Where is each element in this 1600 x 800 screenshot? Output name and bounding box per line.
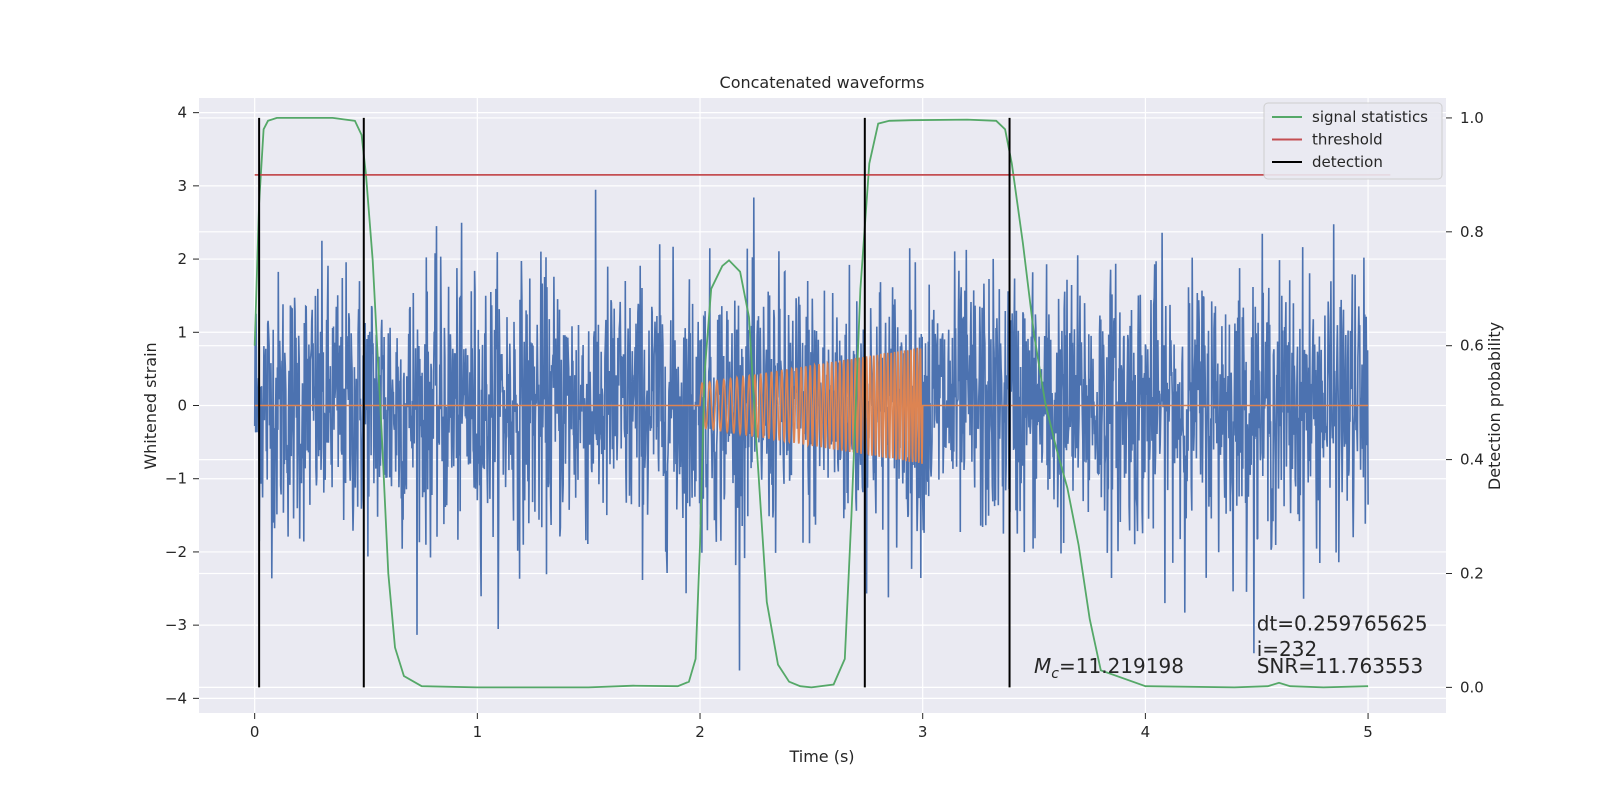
legend-label: detection (1312, 153, 1383, 171)
x-tick-label: 0 (250, 723, 260, 741)
y-tick-label: 1 (177, 323, 187, 341)
x-tick-label: 2 (695, 723, 705, 741)
x-tick-label: 4 (1141, 723, 1151, 741)
y-axis-right-label: Detection probability (1485, 322, 1504, 490)
y-tick-label: −1 (165, 470, 187, 488)
chirp-mass-annotation: Mc=11.219198 (1034, 654, 1184, 682)
y-right-tick-label: 0.4 (1460, 451, 1484, 469)
strain-noise-line (253, 189, 1369, 671)
chirp-mass-value: =11.219198 (1059, 654, 1184, 678)
ticks: 0 1 2 3 4 5 −4 −3 −2 −1 0 1 2 3 4 0.0 0.2 0.4 0.6 0.8 1.0 (165, 104, 1484, 741)
x-axis-label: Time (s) (788, 747, 854, 766)
y-tick-label: −2 (165, 543, 187, 561)
chirp-mass-subscript: c (1051, 666, 1059, 682)
chart-title: Concatenated waveforms (720, 73, 925, 92)
y-tick-label: −3 (165, 616, 187, 634)
y-tick-label: 4 (177, 104, 187, 122)
legend-label: threshold (1312, 131, 1383, 149)
legend-box (1263, 102, 1443, 180)
chirp-waveform-line (254, 347, 1369, 464)
annotation-text: dt=0.259765625 (1257, 611, 1428, 635)
y-right-tick-label: 0.6 (1460, 337, 1484, 355)
chirp-mass-symbol: M (1034, 654, 1051, 678)
legend-label: signal statistics (1312, 108, 1428, 126)
y-tick-label: −4 (165, 689, 187, 707)
y-right-tick-label: 0.8 (1460, 223, 1484, 241)
x-tick-label: 1 (473, 723, 483, 741)
x-tick-label: 3 (918, 723, 928, 741)
series-layer (253, 117, 1391, 689)
legend: signal statistics threshold detection (1263, 102, 1443, 180)
y-tick-label: 3 (177, 177, 187, 195)
y-axis-label: Whitened strain (141, 342, 160, 469)
y-tick-label: 0 (177, 397, 187, 415)
annotation-text: SNR=11.763553 (1257, 654, 1423, 678)
signal-statistics-line (253, 117, 1369, 689)
y-right-tick-label: 0.0 (1460, 678, 1484, 696)
x-tick-label: 5 (1363, 723, 1373, 741)
annotation-text: i=232 (1257, 637, 1318, 661)
y-tick-label: 2 (177, 250, 187, 268)
y-right-tick-label: 1.0 (1460, 109, 1484, 127)
y-right-tick-label: 0.2 (1460, 564, 1484, 582)
